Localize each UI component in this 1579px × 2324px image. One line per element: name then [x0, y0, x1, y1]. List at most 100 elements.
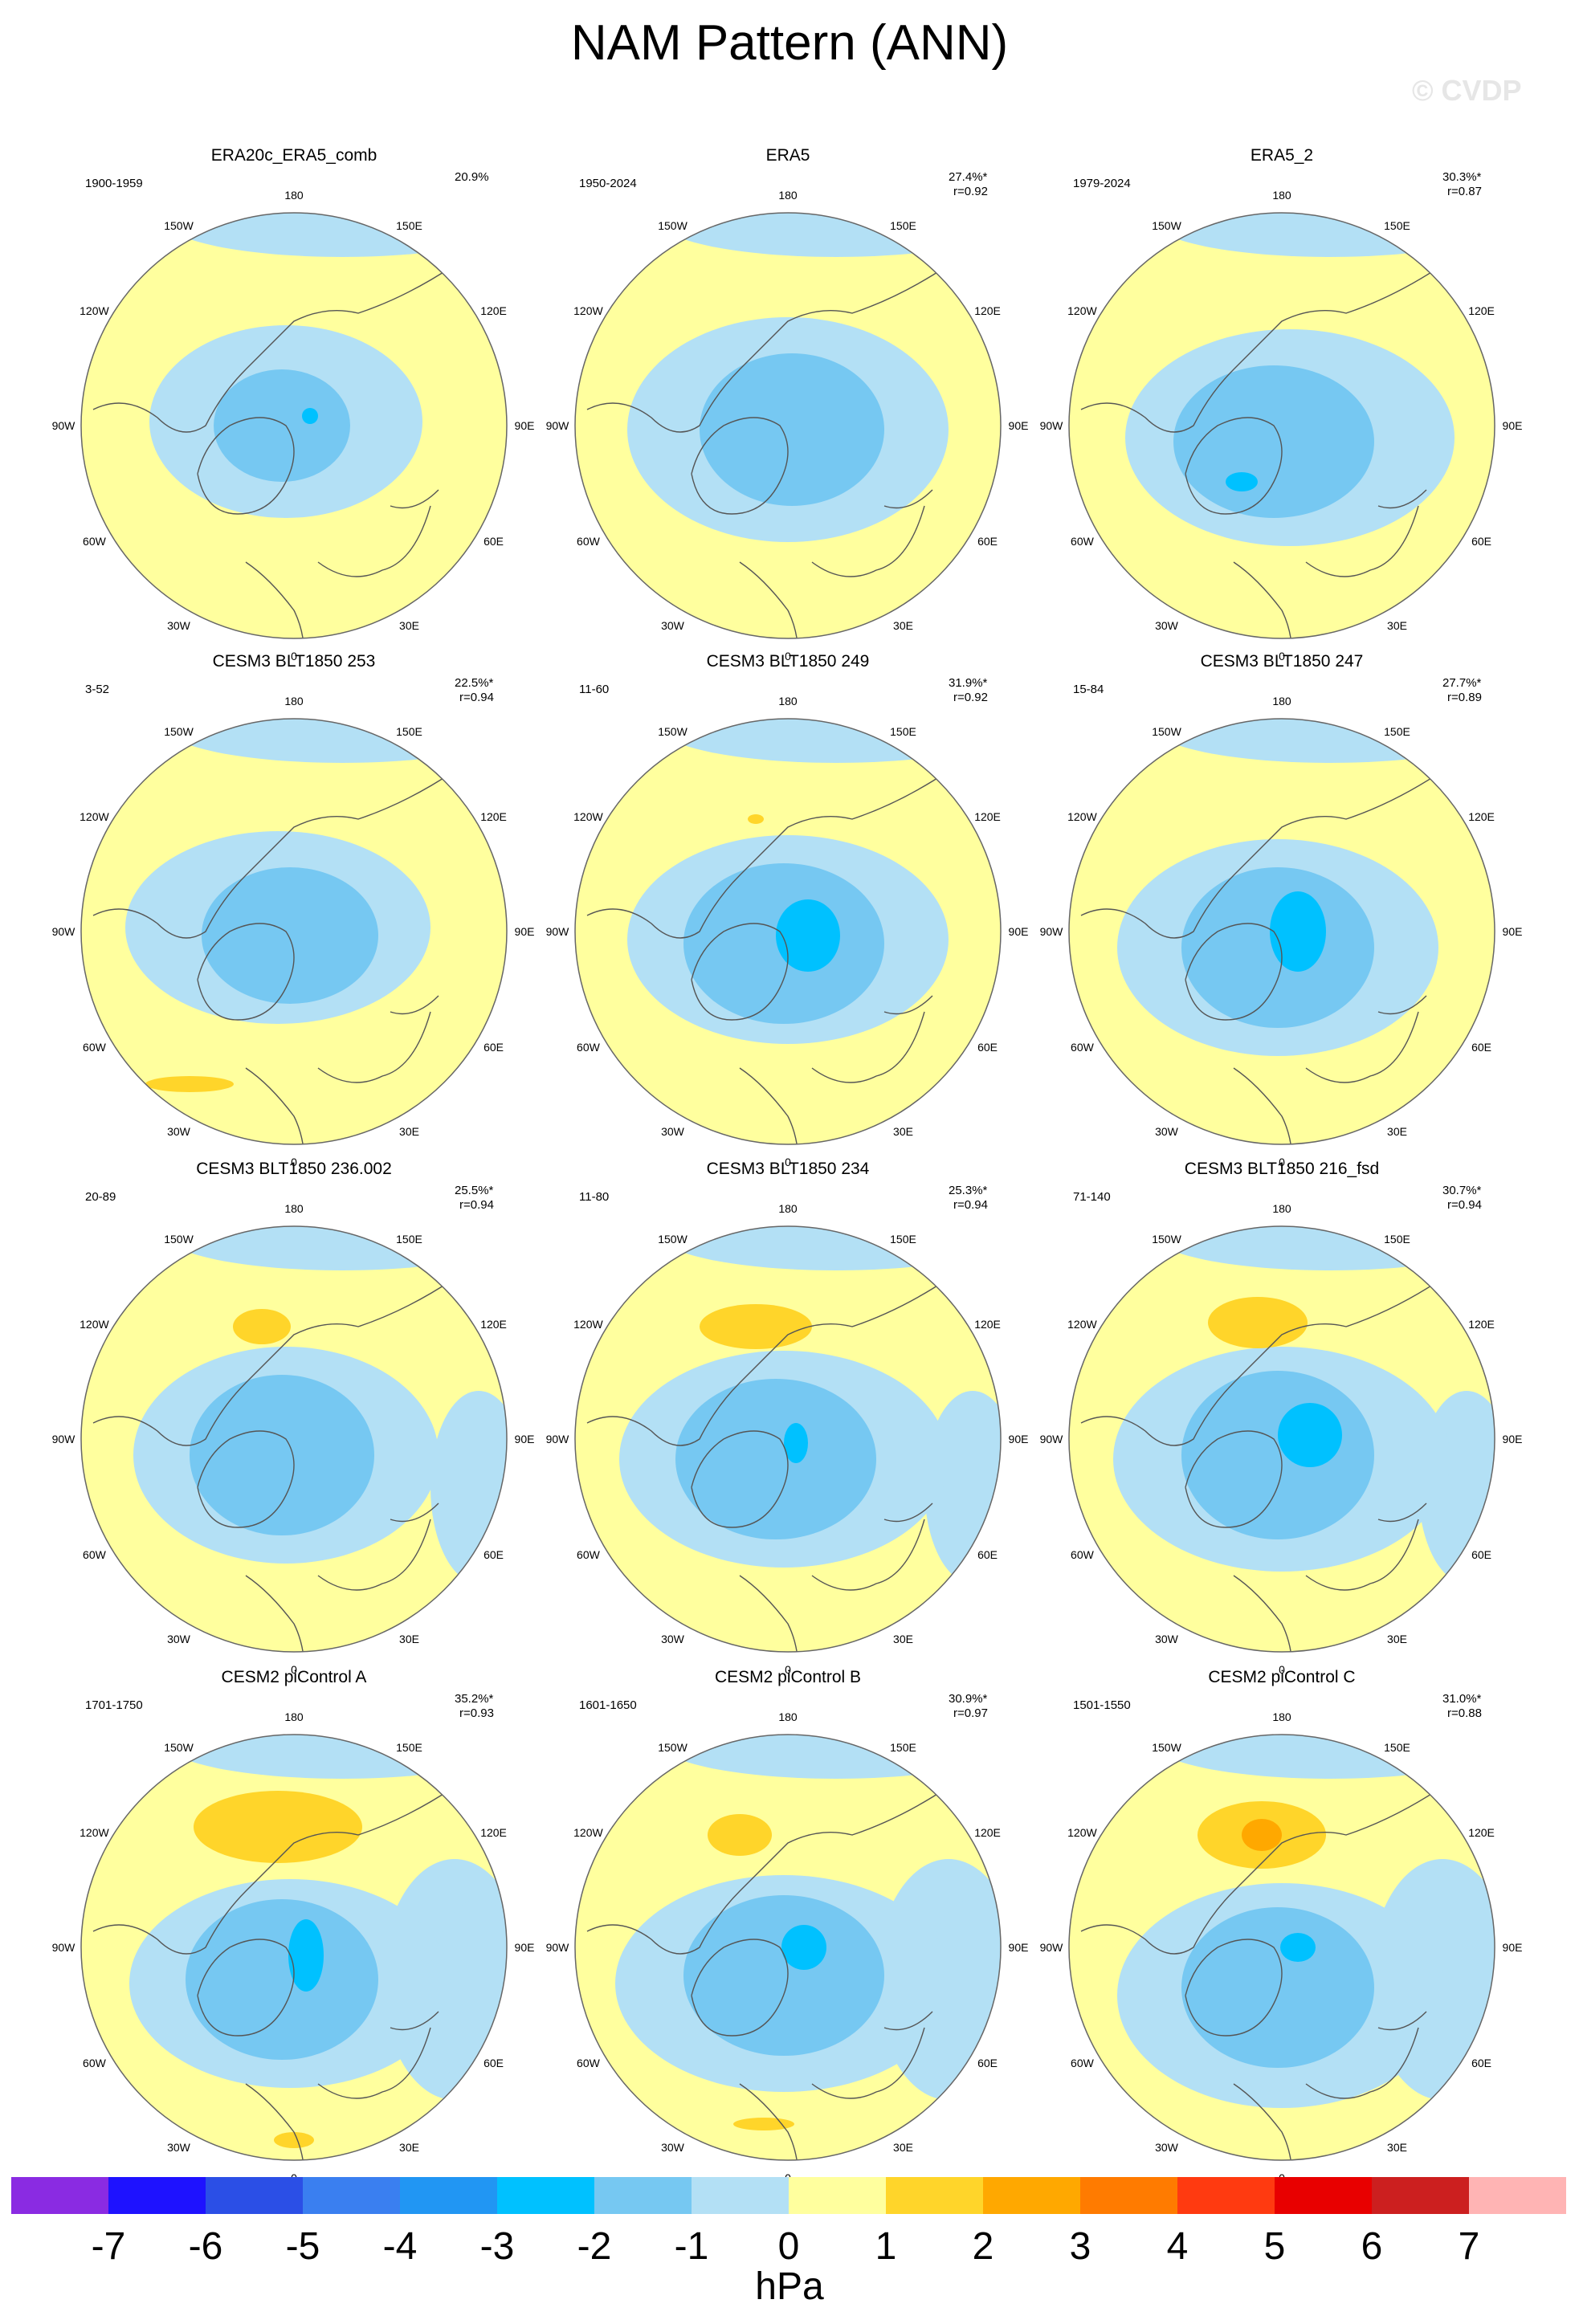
panel-variance-pct: 31.0%* [1442, 1692, 1482, 1706]
longitude-label: 60E [977, 1040, 998, 1054]
neg-anomaly-core [214, 369, 350, 482]
longitude-label: 120E [1468, 1825, 1495, 1839]
longitude-label: 0 [291, 1663, 297, 1676]
map-panel: CESM3 BLT1850 216_fsd 71-140 30.7%* r=0.94 1… [1033, 1160, 1531, 1676]
longitude-label: 60W [577, 1547, 600, 1561]
colorbar-tick-label: 7 [1458, 2225, 1480, 2268]
map-border [1068, 212, 1495, 639]
longitude-label: 0 [291, 650, 297, 663]
longitude-label: 60W [577, 1040, 600, 1054]
map-border [1068, 1225, 1495, 1653]
longitude-label: 180 [778, 1202, 798, 1215]
longitude-label: 90E [514, 1941, 535, 1954]
longitude-label: 120W [80, 304, 109, 317]
watermark: © CVDP [1412, 74, 1522, 107]
longitude-label: 120E [974, 1317, 1001, 1331]
colorbar-tick-label: 5 [1263, 2225, 1286, 2268]
panel-pattern-correlation: r=0.94 [1447, 1198, 1482, 1212]
longitude-label: 150W [1152, 1741, 1181, 1755]
longitude-label: 0 [1279, 650, 1285, 663]
colorbar-tick-label: 2 [972, 2225, 994, 2268]
panel-years: 1950-2024 [579, 177, 637, 190]
map-panel: CESM3 BLT1850 236.002 20-89 25.5%* r=0.94 18… [45, 1160, 543, 1676]
longitude-label: 30E [399, 1632, 419, 1645]
longitude-label: 30W [661, 1124, 684, 1138]
longitude-label: 180 [1272, 695, 1291, 707]
longitude-label: 60E [1471, 1040, 1492, 1054]
neg-anomaly-max [781, 1925, 826, 1970]
pos-anomaly-region [1208, 1297, 1308, 1348]
map-panel: CESM2 piControl A 1701-1750 35.2%* r=0.93 18… [45, 1668, 543, 2184]
longitude-label: 150E [1384, 1741, 1410, 1755]
map-border [1068, 718, 1495, 1145]
neg-anomaly-core [1181, 1371, 1374, 1539]
panel-pattern-correlation: r=0.94 [459, 1198, 494, 1212]
longitude-label: 150E [1384, 1233, 1410, 1246]
longitude-label: 120W [1067, 1317, 1097, 1331]
panel-years: 11-80 [579, 1190, 610, 1204]
longitude-label: 60E [1471, 534, 1492, 548]
colorbar-tick-label: -7 [91, 2225, 126, 2268]
longitude-label: 120E [974, 809, 1001, 823]
longitude-label: 180 [1272, 1202, 1291, 1215]
longitude-label: 30W [1155, 618, 1178, 632]
longitude-label: 60E [977, 1547, 998, 1561]
coastlines [92, 768, 507, 1144]
panel-title: CESM3 BLT1850 253 [212, 652, 376, 671]
longitude-label: 30W [1155, 2140, 1178, 2154]
polar-map [1068, 718, 1495, 1145]
longitude-label: 150E [396, 725, 422, 739]
panel-years: 20-89 [85, 1190, 116, 1204]
colorbar-tick-label: -2 [577, 2225, 612, 2268]
panel-variance-pct: 30.3%* [1442, 170, 1482, 184]
longitude-label: 30W [1155, 1124, 1178, 1138]
neg-anomaly-region [659, 1226, 1001, 1270]
colorbar-swatch [206, 2177, 303, 2214]
panel-years: 1900-1959 [85, 177, 143, 190]
longitude-label: 180 [1272, 189, 1291, 202]
longitude-label: 90E [514, 419, 535, 432]
longitude-label: 60W [83, 534, 106, 548]
pos-anomaly-region [274, 2132, 314, 2148]
longitude-label: 150W [658, 725, 687, 739]
panel-variance-pct: 27.7%* [1442, 676, 1482, 690]
neg-anomaly-region [165, 719, 507, 763]
panel-pattern-correlation: r=0.88 [1447, 1706, 1482, 1720]
map-border [80, 718, 508, 1145]
longitude-label: 120E [974, 1825, 1001, 1839]
neg-anomaly-max [1270, 891, 1326, 972]
longitude-label: 90W [51, 1941, 75, 1954]
longitude-label: 150W [658, 1741, 687, 1755]
longitude-label: 120W [573, 1317, 603, 1331]
longitude-label: 120E [480, 1825, 507, 1839]
panel-years: 1979-2024 [1073, 177, 1131, 190]
panel-years: 11-60 [579, 683, 610, 696]
polar-map [574, 1225, 1002, 1653]
longitude-label: 180 [284, 189, 304, 202]
neg-anomaly-max [302, 408, 318, 424]
longitude-label: 90E [1502, 1941, 1523, 1954]
longitude-label: 90E [1008, 419, 1029, 432]
longitude-label: 90E [1502, 419, 1523, 432]
longitude-label: 30W [1155, 1632, 1178, 1645]
neg-anomaly-region [659, 213, 1001, 257]
longitude-label: 30W [167, 1124, 190, 1138]
longitude-label: 150E [890, 1741, 916, 1755]
longitude-label: 30E [893, 1124, 913, 1138]
longitude-label: 0 [785, 1156, 791, 1168]
longitude-label: 60E [483, 1040, 504, 1054]
longitude-label: 0 [1279, 1663, 1285, 1676]
longitude-label: 30E [1387, 618, 1407, 632]
map-border [574, 1734, 1002, 2161]
longitude-label: 30E [1387, 2140, 1407, 2154]
longitude-label: 120W [573, 1825, 603, 1839]
colorbar-swatch [303, 2177, 400, 2214]
longitude-label: 120E [1468, 809, 1495, 823]
longitude-label: 120E [1468, 304, 1495, 317]
longitude-label: 120W [573, 809, 603, 823]
pos-anomaly-region [194, 1791, 362, 1863]
map-panel: CESM2 piControl B 1601-1650 30.9%* r=0.97 18… [539, 1668, 1037, 2184]
colorbar-swatch [1177, 2177, 1275, 2214]
map-border [80, 1225, 508, 1653]
longitude-label: 180 [284, 1710, 304, 1723]
